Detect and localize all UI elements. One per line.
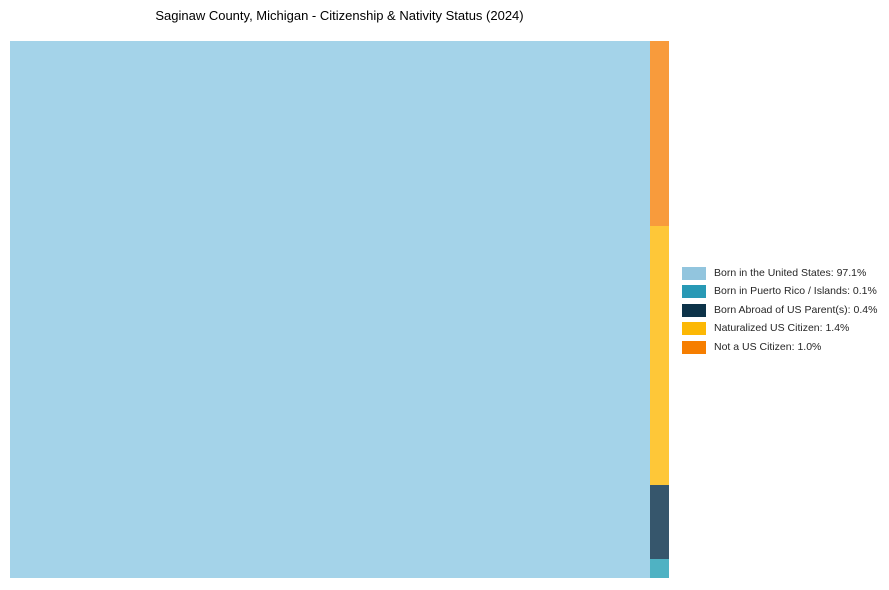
- legend-label: Not a US Citizen: 1.0%: [714, 340, 822, 353]
- treemap-segment: [650, 226, 669, 485]
- legend-label: Born in Puerto Rico / Islands: 0.1%: [714, 285, 877, 298]
- legend-item: Naturalized US Citizen: 1.4%: [682, 320, 877, 339]
- legend-swatch: [682, 266, 706, 280]
- legend-item: Born Abroad of US Parent(s): 0.4%: [682, 301, 877, 320]
- legend-item: Born in the United States: 97.1%: [682, 264, 877, 283]
- legend: Born in the United States: 97.1% Born in …: [682, 264, 877, 357]
- treemap-segment: [650, 559, 669, 578]
- treemap-segment: [650, 485, 669, 559]
- legend-label: Born Abroad of US Parent(s): 0.4%: [714, 303, 878, 316]
- treemap-segment: [10, 41, 650, 578]
- chart-title: Saginaw County, Michigan - Citizenship &…: [155, 8, 524, 23]
- legend-swatch: [682, 303, 706, 317]
- treemap-segment: [650, 41, 669, 226]
- treemap: [10, 41, 669, 578]
- legend-label: Naturalized US Citizen: 1.4%: [714, 322, 850, 335]
- legend-swatch: [682, 322, 706, 336]
- legend-item: Not a US Citizen: 1.0%: [682, 338, 877, 357]
- legend-swatch: [682, 340, 706, 354]
- legend-item: Born in Puerto Rico / Islands: 0.1%: [682, 283, 877, 302]
- legend-swatch: [682, 285, 706, 299]
- legend-label: Born in the United States: 97.1%: [714, 266, 867, 279]
